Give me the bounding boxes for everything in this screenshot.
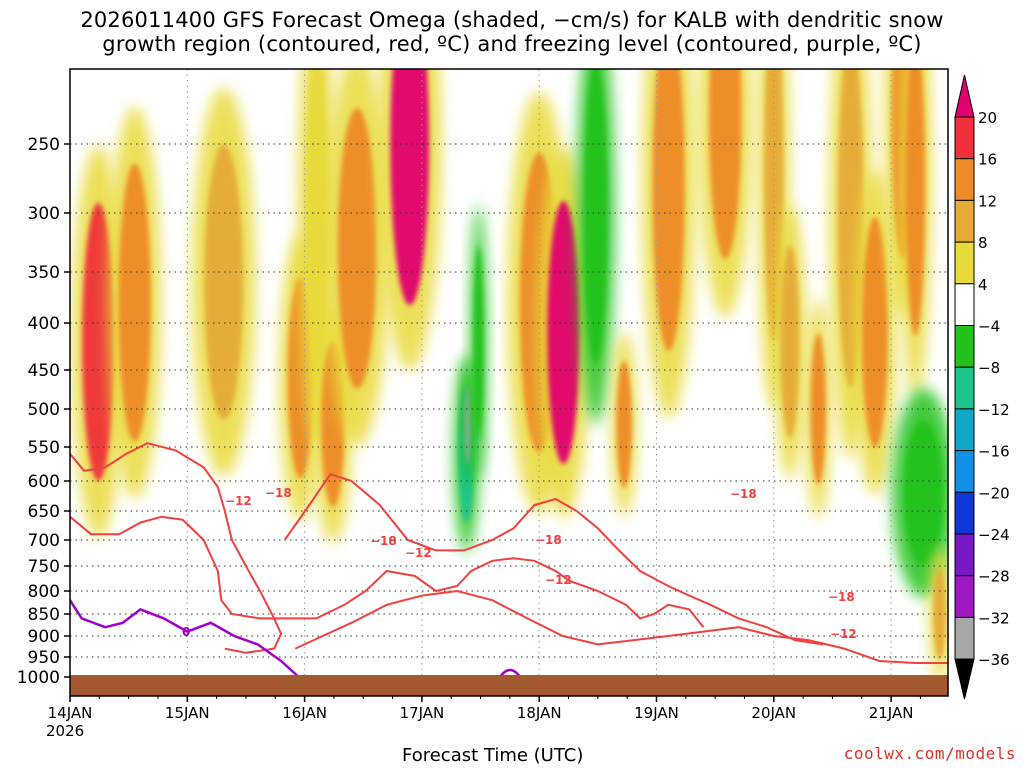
credit-text: coolwx.com/models: [843, 744, 1016, 763]
x-tick-label-16JAN: 16JAN: [282, 704, 327, 722]
y-tick-label-650: 650: [28, 502, 60, 522]
colorbar-arrow-top: [954, 74, 975, 118]
red-contour-label-2: −18: [370, 534, 397, 548]
colorbar-label-5: −4: [978, 318, 1000, 336]
colorbar-label-12: −32: [978, 609, 1010, 627]
omega-cell-10: [470, 204, 487, 480]
y-axis: 2503003504004505005506006507007508008509…: [17, 135, 70, 688]
grid-lines: [70, 69, 948, 696]
colorbar-segment-8: [954, 408, 975, 452]
x-tick-label-20JAN: 20JAN: [751, 704, 796, 722]
red-contour-label-1: −18: [265, 486, 292, 500]
colorbar-label-11: −28: [978, 568, 1010, 586]
colorbar-label-9: −20: [978, 484, 1010, 502]
x-axis-label: Forecast Time (UTC): [402, 745, 584, 766]
omega-cell-24: [891, 388, 948, 598]
red-contour-label-0: −12: [225, 494, 252, 508]
x-tick-label-14JAN: 14JAN: [48, 704, 93, 722]
colorbar-segment-11: [954, 533, 975, 577]
omega-cell-9: [462, 365, 474, 484]
dgz-contour-1: [70, 515, 705, 628]
dgz-contour-0: [70, 442, 283, 654]
x-axis: 14JAN 15JAN 16JAN 17JAN 18JAN 19JAN 20JAN 21JAN…: [46, 696, 921, 740]
freezing-level-contour: [70, 599, 300, 678]
colorbar: 20 16 12 8 4 −4 −8 −12 −16 −20 −24 −28 −32 −36: [954, 74, 1010, 700]
y-tick-label-800: 800: [28, 582, 60, 602]
colorbar-segment-12: [954, 575, 975, 618]
red-contour-label-4: −18: [535, 533, 562, 547]
plot-frame: [69, 68, 949, 697]
red-contour-label-6: −18: [730, 487, 757, 501]
y-tick-label-500: 500: [28, 400, 60, 420]
y-tick-label-600: 600: [28, 472, 60, 492]
colorbar-label-10: −24: [978, 526, 1010, 544]
omega-cell-23: [899, 69, 932, 398]
omega-cell-18: [774, 204, 806, 480]
omega-cell-13: [576, 69, 615, 425]
colorbar-segment-6: [954, 325, 975, 368]
y-tick-label-250: 250: [28, 135, 60, 155]
omega-cell-2: [192, 87, 256, 477]
colorbar-segment-7: [954, 366, 975, 410]
x-tick-label-18JAN: 18JAN: [517, 704, 562, 722]
colorbar-label-0: 20: [978, 109, 997, 127]
x-tick-label-15JAN: 15JAN: [165, 704, 210, 722]
y-tick-label-950: 950: [28, 648, 60, 668]
omega-cell-7: [378, 69, 442, 371]
y-tick-label-700: 700: [28, 531, 60, 551]
ground-surface: [70, 675, 948, 696]
y-tick-label-750: 750: [28, 557, 60, 577]
colorbar-label-1: 16: [978, 151, 997, 169]
colorbar-label-6: −8: [978, 359, 1000, 377]
colorbar-label-2: 12: [978, 192, 997, 210]
purple-contour-label-0: 0: [182, 625, 190, 639]
omega-cell-6: [325, 69, 389, 447]
colorbar-segment-2: [954, 158, 975, 201]
dgz-contour-2: [283, 473, 824, 646]
colorbar-segment-13: [954, 616, 975, 660]
y-tick-label-400: 400: [28, 314, 60, 334]
omega-cell-14: [611, 331, 637, 517]
y-tick-label-450: 450: [28, 361, 60, 381]
x-tick-label-19JAN: 19JAN: [634, 704, 679, 722]
y-tick-label-300: 300: [28, 204, 60, 224]
colorbar-label-13: −36: [978, 651, 1010, 669]
omega-cell-16: [698, 69, 752, 318]
colorbar-label-8: −16: [978, 443, 1010, 461]
y-tick-label-1000: 1000: [17, 668, 60, 688]
y-tick-label-900: 900: [28, 627, 60, 647]
omega-cell-21: [853, 168, 897, 496]
colorbar-label-7: −12: [978, 401, 1010, 419]
colorbar-segment-10: [954, 491, 975, 535]
omega-shaded-field: [71, 69, 948, 683]
red-contour-label-8: −12: [830, 627, 857, 641]
y-tick-label-350: 350: [28, 263, 60, 283]
chart-title-line-1: 2026011400 GFS Forecast Omega (shaded, −…: [80, 8, 944, 32]
x-tick-label-17JAN: 17JAN: [400, 704, 445, 722]
colorbar-segment-1: [954, 116, 975, 160]
omega-cell-15: [642, 69, 696, 419]
colorbar-arrow-bottom: [954, 658, 975, 700]
red-contour-label-7: −18: [828, 590, 855, 604]
colorbar-segment-5: [954, 283, 975, 326]
omega-cell-12: [537, 146, 590, 519]
chart-title-line-2: growth region (contoured, red, ºC) and f…: [102, 32, 922, 56]
dgz-contour-3: [294, 589, 948, 664]
colorbar-segment-3: [954, 199, 975, 243]
y-tick-label-550: 550: [28, 438, 60, 458]
red-contour-label-3: −12: [405, 546, 432, 560]
colorbar-segment-4: [954, 241, 975, 285]
colorbar-label-3: 8: [978, 234, 988, 252]
red-contour-label-5: −12: [545, 573, 572, 587]
contour-layer: −12 −18 −18 −12 −18 −12 −18 −18 −12 0: [70, 442, 948, 681]
omega-cell-1: [108, 106, 162, 499]
colorbar-label-4: 4: [978, 276, 988, 294]
colorbar-segment-9: [954, 450, 975, 493]
y-tick-label-850: 850: [28, 605, 60, 625]
x-tick-year-label: 2026: [46, 722, 84, 740]
x-tick-label-21JAN: 21JAN: [869, 704, 914, 722]
